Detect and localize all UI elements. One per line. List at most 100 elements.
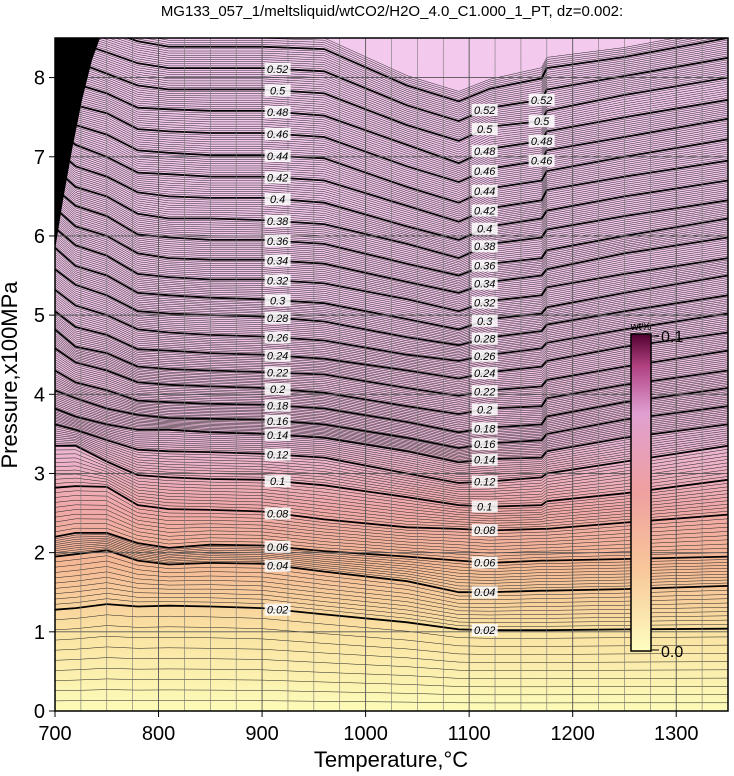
contour-line [55, 225, 728, 310]
contour-line [94, 38, 728, 112]
contour-label-bg [471, 277, 498, 290]
contour-label: 0.5 [270, 85, 286, 97]
contour-line [55, 380, 728, 441]
contour-label-bg [471, 240, 498, 253]
contour-line [55, 120, 728, 215]
contour-line [55, 374, 728, 436]
colorbar: wt% 0.1 0.0 [630, 321, 684, 661]
contour-label: 0.04 [474, 587, 495, 599]
contour-label-bg [471, 422, 498, 435]
contour-label-bg [528, 154, 555, 167]
contour-label-bg [471, 624, 498, 637]
contour-line [55, 399, 728, 456]
contour-line [55, 560, 728, 601]
x-tick-label: 1100 [448, 723, 491, 745]
contour-line [55, 113, 728, 207]
contour-line [55, 338, 728, 406]
contour-line [55, 342, 728, 409]
contour-line [55, 279, 728, 354]
contour-label: 0.04 [267, 561, 288, 573]
contour-label: 0.46 [474, 166, 496, 178]
contour-line [143, 38, 708, 98]
contour-line-major [55, 603, 728, 632]
contour-line [55, 156, 728, 248]
contour-line [55, 481, 728, 529]
contour-line [55, 321, 728, 390]
contour-line [55, 217, 728, 303]
contour-line [55, 298, 728, 369]
contour-line [55, 509, 728, 547]
contour-line [55, 543, 728, 581]
contour-line [55, 166, 728, 257]
contour-line [55, 391, 728, 450]
x-tick-label: 700 [38, 723, 71, 745]
contour-line [55, 334, 728, 402]
contour-line [55, 477, 728, 526]
y-axis: 0 1 2 3 4 5 6 7 8 [34, 68, 55, 723]
contour-label-bg [264, 559, 291, 572]
contour-line [55, 453, 728, 512]
contour-line [55, 138, 728, 232]
contour-label-bg [471, 500, 498, 513]
contour-line [55, 430, 728, 490]
contour-label-bg [471, 453, 498, 466]
contour-line [55, 571, 728, 608]
contour-label-bg [471, 145, 498, 158]
contour-line [55, 144, 728, 237]
contour-line [55, 428, 728, 488]
contour-label-bg [264, 603, 291, 616]
y-tick-label: 0 [34, 701, 45, 723]
contour-label-bg [528, 93, 555, 106]
contour-line [55, 363, 728, 428]
colorbar-min-label: 0.0 [661, 644, 683, 661]
contour-line [55, 154, 728, 246]
contour-label: 0.2 [270, 384, 285, 396]
x-tick-label: 1000 [343, 723, 388, 745]
contour-label: 0.4 [477, 224, 492, 236]
contour-line [55, 544, 728, 584]
contour-line [81, 38, 728, 116]
undefined-region [55, 38, 100, 250]
contour-line [75, 38, 728, 118]
contour-label: 0.48 [474, 146, 496, 158]
contour-label: 0.46 [531, 156, 553, 168]
contour-line [55, 395, 728, 453]
contour-line-major [55, 227, 728, 313]
contour-line [55, 461, 728, 517]
contour-line [55, 146, 728, 239]
contour-line [55, 152, 728, 244]
contour-line [55, 513, 728, 551]
contour-label-bg [264, 171, 291, 184]
contour-line [55, 115, 728, 209]
y-tick-label: 5 [34, 305, 45, 327]
contour-line [55, 352, 728, 418]
contour-line [55, 635, 728, 655]
contour-label: 0.28 [267, 313, 289, 325]
contour-line [55, 689, 728, 696]
contour-line [55, 646, 728, 663]
contour-label: 0.44 [474, 186, 495, 198]
contour-line [55, 243, 728, 326]
contour-label: 0.5 [534, 116, 550, 128]
contour-line [55, 548, 728, 590]
contour-label: 0.52 [267, 64, 288, 76]
contour-label: 0.5 [477, 124, 493, 136]
contour-line [55, 300, 728, 370]
contour-label: 0.02 [267, 605, 288, 617]
contour-label-bg [471, 586, 498, 599]
contour-line [55, 214, 728, 299]
contour-line-major [55, 407, 728, 464]
y-tick-label: 6 [34, 226, 45, 248]
contour-label: 0.14 [474, 455, 495, 467]
contour-line [55, 539, 728, 575]
contour-label-bg [264, 215, 291, 228]
contour-line [55, 490, 728, 534]
contour-label-bg [471, 314, 498, 327]
contour-label-bg [264, 274, 291, 287]
contour-line [55, 41, 728, 138]
contour-line [55, 537, 728, 572]
contour-label-bg [264, 149, 291, 162]
contour-line [55, 85, 728, 181]
contour-line [55, 233, 728, 317]
contour-line [55, 354, 728, 420]
